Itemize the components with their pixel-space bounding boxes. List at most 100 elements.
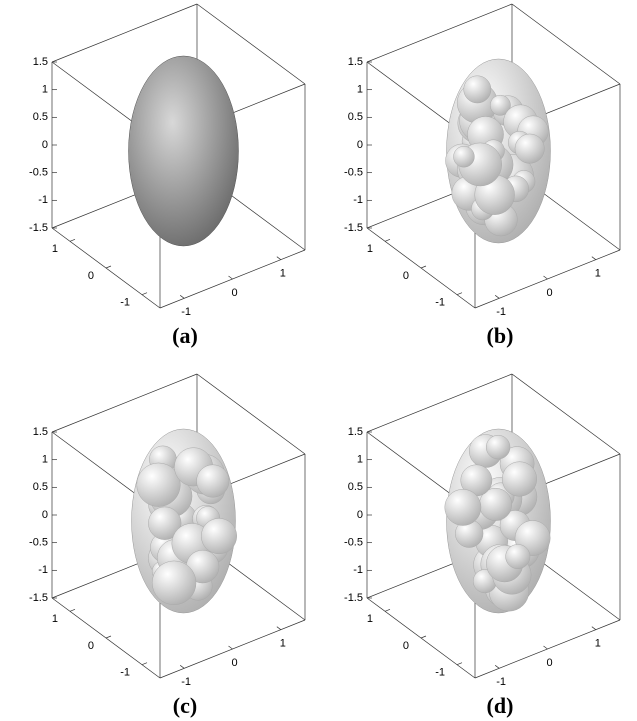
bubble bbox=[445, 489, 481, 525]
bubble bbox=[197, 465, 230, 498]
z-tick-label: -1.5 bbox=[29, 592, 48, 604]
z-tick-label: 1 bbox=[42, 84, 48, 96]
box-edge bbox=[52, 4, 197, 62]
panel-label: (a) bbox=[172, 323, 198, 348]
y-tick bbox=[457, 663, 462, 665]
x-tick bbox=[229, 646, 233, 649]
x-tick bbox=[495, 295, 499, 298]
box-edge bbox=[367, 374, 512, 432]
x-tick bbox=[229, 276, 233, 279]
bubble bbox=[486, 435, 510, 459]
z-tick-label: -1.5 bbox=[344, 592, 363, 604]
z-tick-label: -0.5 bbox=[29, 537, 48, 549]
z-tick-label: 0.5 bbox=[33, 111, 48, 123]
z-tick-label: 0.5 bbox=[348, 111, 363, 123]
x-tick-label: 1 bbox=[280, 268, 286, 280]
x-tick-label: 1 bbox=[595, 268, 601, 280]
surface bbox=[445, 429, 551, 613]
y-tick bbox=[70, 239, 75, 241]
x-tick-label: 0 bbox=[546, 657, 552, 669]
y-tick bbox=[385, 609, 390, 611]
y-tick bbox=[142, 293, 147, 295]
box-edge bbox=[367, 4, 512, 62]
y-tick bbox=[70, 609, 75, 611]
bubble bbox=[201, 518, 237, 554]
x-tick bbox=[277, 257, 281, 260]
x-tick bbox=[544, 646, 548, 649]
z-tick-label: 1 bbox=[357, 454, 363, 466]
x-tick bbox=[544, 276, 548, 279]
y-tick-label: 1 bbox=[367, 243, 373, 255]
y-tick-label: -1 bbox=[435, 667, 445, 679]
z-tick-label: 1 bbox=[357, 84, 363, 96]
bubble bbox=[453, 146, 474, 167]
z-tick-label: 0 bbox=[42, 509, 48, 521]
y-tick-label: -1 bbox=[120, 297, 130, 309]
box-edge bbox=[512, 4, 620, 84]
box-edge bbox=[197, 374, 305, 454]
panel-label: (b) bbox=[487, 323, 514, 348]
bubble bbox=[506, 544, 530, 568]
surface-body bbox=[129, 56, 239, 246]
y-tick bbox=[142, 663, 147, 665]
z-tick-label: 1.5 bbox=[33, 56, 48, 68]
z-tick-label: 0 bbox=[42, 139, 48, 151]
panel: -1.5-1-0.500.511.5-101-101(a) bbox=[29, 4, 305, 348]
y-tick-label: -1 bbox=[435, 297, 445, 309]
surface bbox=[132, 429, 237, 613]
bubble bbox=[464, 76, 491, 103]
z-tick-label: 1.5 bbox=[348, 56, 363, 68]
surface bbox=[446, 59, 551, 243]
z-tick-label: -1.5 bbox=[344, 222, 363, 234]
bubble bbox=[152, 561, 196, 605]
x-tick bbox=[495, 665, 499, 668]
y-tick-label: 0 bbox=[88, 270, 94, 282]
z-tick-label: 1 bbox=[42, 454, 48, 466]
z-tick-label: 0 bbox=[357, 139, 363, 151]
z-tick-label: -1 bbox=[38, 194, 48, 206]
panel: -1.5 -1 -0.5 0 0.5 1 1.5 -1 0 1 -1 0 1 (c) bbox=[29, 374, 305, 718]
x-tick-label: -1 bbox=[181, 676, 191, 688]
x-tick-label: -1 bbox=[496, 306, 506, 318]
z-tick-label: 1.5 bbox=[33, 426, 48, 438]
z-tick-label: -1 bbox=[353, 564, 363, 576]
x-tick-label: 0 bbox=[546, 287, 552, 299]
panel: -1.5-1-0.500.511.5-101-101(d) bbox=[344, 374, 620, 718]
x-tick-label: -1 bbox=[181, 306, 191, 318]
y-tick bbox=[457, 293, 462, 295]
y-tick-label: 1 bbox=[52, 613, 58, 625]
z-tick-label: 0.5 bbox=[33, 481, 48, 493]
bubble bbox=[515, 134, 544, 163]
z-tick-label: -1 bbox=[353, 194, 363, 206]
y-tick-label: 1 bbox=[367, 613, 373, 625]
z-tick-label: -0.5 bbox=[344, 537, 363, 549]
x-tick-label: 1 bbox=[280, 638, 286, 650]
x-tick-label: 0 bbox=[231, 657, 237, 669]
z-tick-label: -1 bbox=[38, 564, 48, 576]
x-tick-label: 1 bbox=[595, 638, 601, 650]
surface bbox=[129, 56, 239, 246]
y-tick-label: 0 bbox=[403, 640, 409, 652]
y-tick-label: 1 bbox=[52, 243, 58, 255]
y-tick-label: -1 bbox=[120, 667, 130, 679]
z-tick-label: 0 bbox=[357, 509, 363, 521]
y-tick-label: 0 bbox=[403, 270, 409, 282]
y-tick bbox=[106, 636, 111, 638]
bubble bbox=[137, 463, 181, 507]
bubble bbox=[502, 462, 537, 497]
x-tick bbox=[592, 627, 596, 630]
y-tick bbox=[385, 239, 390, 241]
y-tick-label: 0 bbox=[88, 640, 94, 652]
y-tick bbox=[421, 636, 426, 638]
z-tick-label: -0.5 bbox=[344, 167, 363, 179]
box-edge bbox=[512, 374, 620, 454]
panel: -1.5 -1 -0.5 0 0.5 1 1.5 -1 0 1 -1 0 1 (b) bbox=[344, 4, 620, 348]
z-tick-label: -0.5 bbox=[29, 167, 48, 179]
panel-label: (c) bbox=[173, 693, 197, 718]
z-tick-label: -1.5 bbox=[29, 222, 48, 234]
x-tick bbox=[180, 665, 184, 668]
y-tick bbox=[106, 266, 111, 268]
x-tick bbox=[592, 257, 596, 260]
box-edge bbox=[52, 374, 197, 432]
x-tick bbox=[277, 627, 281, 630]
